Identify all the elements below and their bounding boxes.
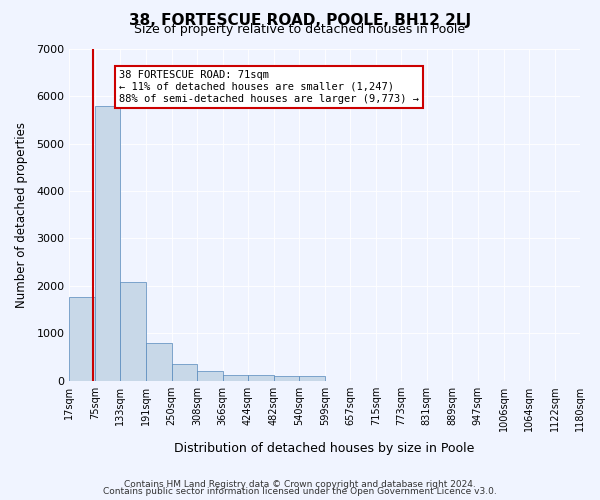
Bar — [197, 371, 223, 380]
Bar — [120, 282, 146, 380]
Bar — [274, 376, 299, 380]
Bar — [299, 376, 325, 380]
Bar — [95, 106, 120, 380]
Bar — [70, 297, 95, 380]
Text: 38 FORTESCUE ROAD: 71sqm
← 11% of detached houses are smaller (1,247)
88% of sem: 38 FORTESCUE ROAD: 71sqm ← 11% of detach… — [119, 70, 419, 104]
Bar — [146, 342, 172, 380]
Text: Size of property relative to detached houses in Poole: Size of property relative to detached ho… — [134, 22, 466, 36]
Bar — [248, 376, 274, 380]
Bar — [223, 375, 248, 380]
Text: Contains HM Land Registry data © Crown copyright and database right 2024.: Contains HM Land Registry data © Crown c… — [124, 480, 476, 489]
Text: 38, FORTESCUE ROAD, POOLE, BH12 2LJ: 38, FORTESCUE ROAD, POOLE, BH12 2LJ — [129, 12, 471, 28]
Y-axis label: Number of detached properties: Number of detached properties — [15, 122, 28, 308]
X-axis label: Distribution of detached houses by size in Poole: Distribution of detached houses by size … — [175, 442, 475, 455]
Text: Contains public sector information licensed under the Open Government Licence v3: Contains public sector information licen… — [103, 487, 497, 496]
Bar — [172, 364, 197, 380]
